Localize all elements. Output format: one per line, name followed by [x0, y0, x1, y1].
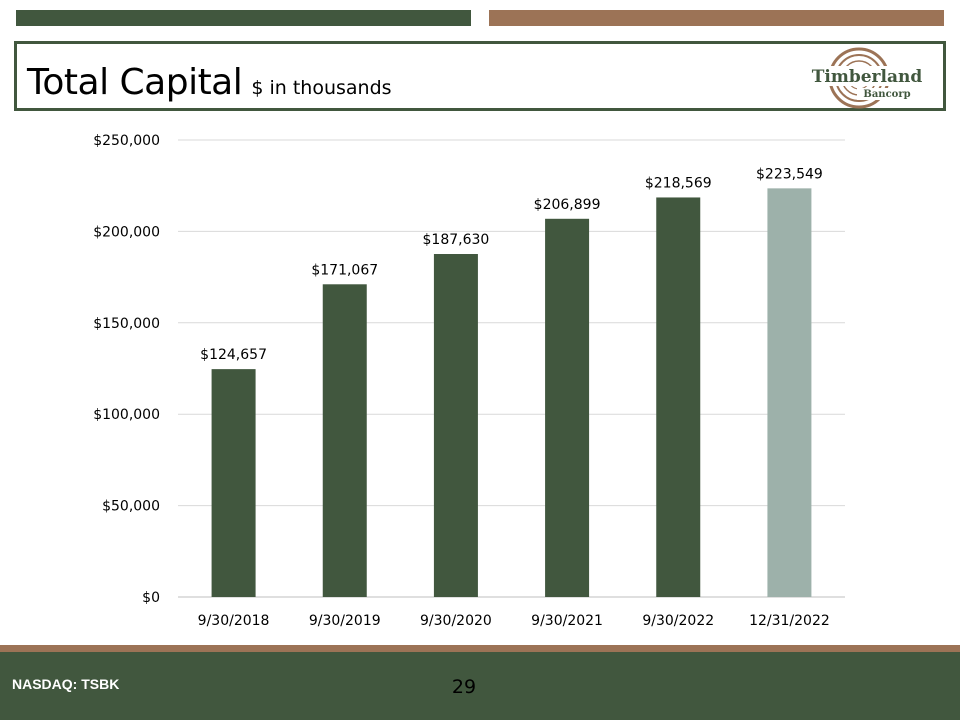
slide-title-unit: $ in thousands	[251, 77, 392, 99]
data-label: $124,657	[200, 347, 267, 363]
bar	[656, 197, 701, 597]
y-tick-label: $150,000	[93, 316, 160, 332]
bar	[211, 369, 256, 597]
total-capital-bar-chart: $0 $50,000 $100,000 $150,000 $200,000 $250,00…	[93, 133, 845, 629]
bar	[322, 284, 367, 597]
y-tick-label: $0	[142, 590, 160, 606]
timberland-bancorp-logo: Timberland Bancorp	[812, 47, 925, 109]
y-tick-label: $50,000	[102, 499, 160, 515]
footer-ticker: NASDAQ: TSBK	[12, 676, 120, 692]
slide-title: Total Capital $ in thousands	[27, 62, 392, 103]
x-tick-label: 12/31/2022	[749, 613, 830, 629]
x-tick-label: 9/30/2021	[531, 613, 603, 629]
top-accent-bar-brown	[489, 10, 944, 26]
slide-title-main: Total Capital	[27, 62, 243, 103]
x-tick-label: 9/30/2018	[198, 613, 270, 629]
data-label: $218,569	[645, 175, 712, 191]
bar	[433, 254, 478, 597]
y-tick-label: $200,000	[93, 224, 160, 240]
data-label: $171,067	[311, 262, 378, 278]
y-tick-label: $250,000	[93, 133, 160, 149]
data-label: $223,549	[756, 166, 823, 182]
y-tick-label: $100,000	[93, 407, 160, 423]
title-banner: Total Capital $ in thousands Timberland …	[14, 41, 946, 111]
x-tick-label: 9/30/2019	[309, 613, 381, 629]
data-label: $206,899	[534, 197, 601, 213]
logo-subname: Bancorp	[863, 89, 910, 100]
data-label: $187,630	[423, 232, 490, 248]
bar	[767, 188, 812, 597]
top-accent-bar-green	[16, 10, 471, 26]
x-tick-label: 9/30/2022	[642, 613, 714, 629]
x-tick-label: 9/30/2020	[420, 613, 492, 629]
bar	[545, 218, 590, 597]
page-number: 29	[451, 676, 477, 698]
footer-accent-line	[0, 645, 960, 652]
logo-name: Timberland	[812, 67, 923, 87]
footer-bar: NASDAQ: TSBK 29	[0, 652, 960, 720]
